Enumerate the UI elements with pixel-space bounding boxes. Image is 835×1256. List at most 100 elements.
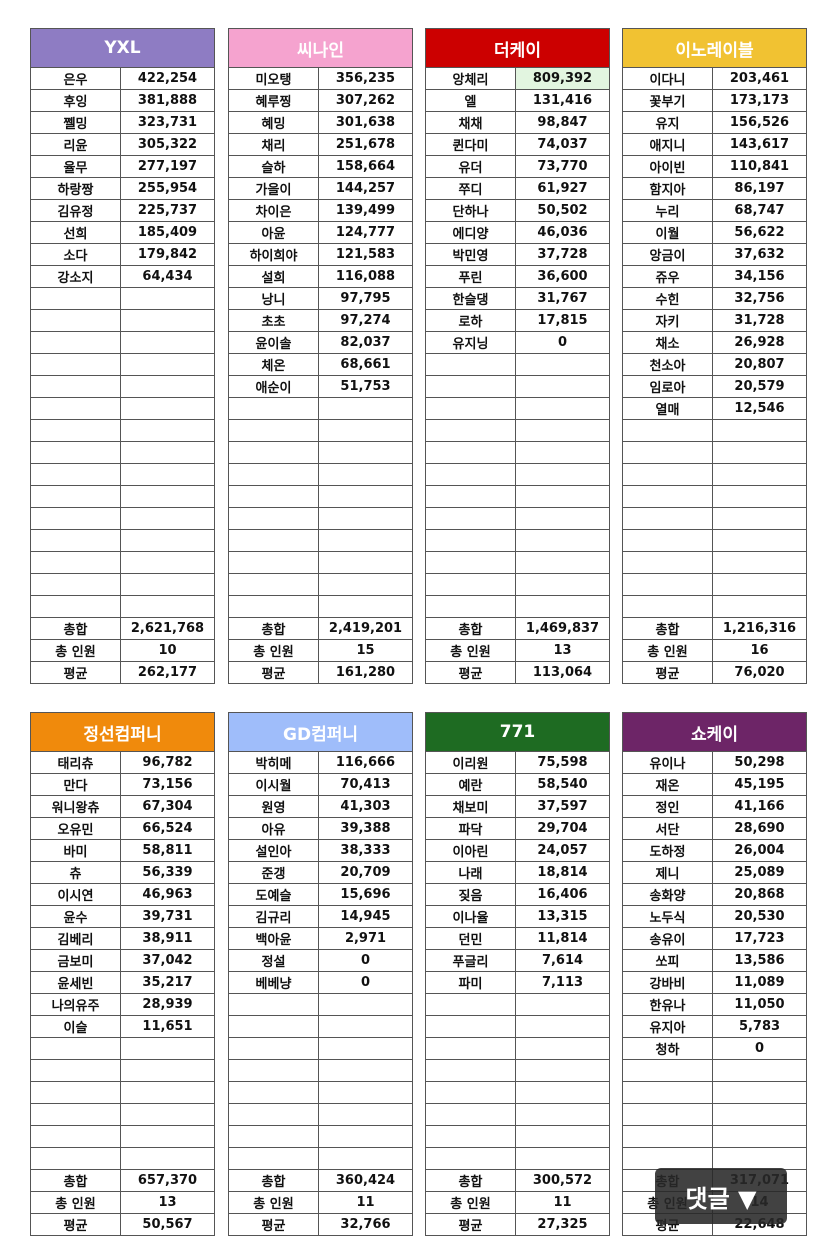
- member-value: 37,728: [514, 243, 611, 266]
- member-row: [622, 1059, 808, 1082]
- summary-row: 총 인원 13: [425, 639, 611, 662]
- empty-cell: [514, 551, 611, 574]
- empty-cell: [514, 529, 611, 552]
- member-row: 유지 156,526: [622, 111, 808, 134]
- summary-label: 총 인원: [425, 1191, 516, 1214]
- member-value: 185,409: [120, 221, 215, 244]
- member-name: 한유나: [622, 993, 713, 1016]
- member-value: 13,586: [711, 949, 808, 972]
- member-value: 356,235: [317, 67, 414, 90]
- member-value: 86,197: [711, 177, 808, 200]
- member-name: 차이은: [228, 199, 319, 222]
- member-row: 정설 0: [228, 949, 413, 972]
- empty-cell: [425, 551, 516, 574]
- member-row: [30, 1059, 216, 1082]
- member-name: 이슬: [30, 1015, 121, 1038]
- empty-cell: [514, 573, 611, 596]
- member-value: 422,254: [120, 67, 215, 90]
- member-name: 에디양: [425, 221, 516, 244]
- member-value: 38,911: [119, 927, 216, 950]
- member-value: 18,814: [515, 861, 610, 884]
- member-row: [425, 595, 611, 618]
- member-row: 애순이 51,753: [228, 375, 414, 398]
- member-value: 7,614: [515, 949, 610, 972]
- empty-cell: [425, 1037, 516, 1060]
- member-name: 채리: [228, 133, 319, 156]
- empty-cell: [30, 353, 121, 376]
- summary-row: 평균 27,325: [425, 1213, 610, 1236]
- member-name: 애지니: [622, 133, 713, 156]
- empty-cell: [120, 397, 215, 420]
- empty-cell: [425, 993, 516, 1016]
- member-name: 원영: [228, 795, 319, 818]
- member-name: 자키: [622, 309, 713, 332]
- member-name: 이다니: [622, 67, 713, 90]
- comment-button[interactable]: 댓글 ▼: [655, 1168, 787, 1224]
- member-value: 0: [318, 949, 413, 972]
- member-name: 파미: [425, 971, 516, 994]
- member-name: 파닥: [425, 817, 516, 840]
- empty-cell: [318, 1125, 413, 1148]
- member-name: 쭈디: [425, 177, 516, 200]
- empty-cell: [228, 1059, 319, 1082]
- empty-cell: [318, 1015, 413, 1038]
- member-name: 하랑짱: [30, 177, 121, 200]
- member-row: 윤수 39,731: [30, 905, 216, 928]
- summary-row: 총합 2,621,768: [30, 617, 215, 640]
- member-row: 이나율 13,315: [425, 905, 610, 928]
- member-value: 74,037: [514, 133, 611, 156]
- member-name: 김규리: [228, 905, 319, 928]
- summary-value: 76,020: [711, 661, 808, 684]
- member-value: 139,499: [317, 199, 414, 222]
- member-row: [425, 463, 611, 486]
- team-table: 더케이 앙체리 809,392 엘 131,416 채채 98,847 퀸다미 74,037 유더…: [424, 28, 611, 684]
- member-row: [30, 1037, 216, 1060]
- member-row: [30, 397, 215, 420]
- member-row: [425, 353, 611, 376]
- member-row: 푸글리 7,614: [425, 949, 610, 972]
- empty-cell: [622, 573, 713, 596]
- member-value: 97,795: [317, 287, 414, 310]
- empty-cell: [514, 441, 611, 464]
- member-value: 11,814: [515, 927, 610, 950]
- team-name: 쇼케이: [621, 712, 808, 752]
- empty-cell: [425, 375, 516, 398]
- member-row: 재온 45,195: [622, 773, 808, 796]
- member-name: 유더: [425, 155, 516, 178]
- member-row: [30, 353, 215, 376]
- member-value: 75,598: [515, 751, 610, 774]
- member-name: 윤세빈: [30, 971, 121, 994]
- member-row: [425, 419, 611, 442]
- member-row: [30, 1147, 216, 1170]
- member-value: 73,770: [514, 155, 611, 178]
- member-name: 혜밍: [228, 111, 319, 134]
- member-row: [228, 463, 414, 486]
- member-row: [425, 529, 611, 552]
- summary-value: 16: [711, 639, 808, 662]
- member-row: 혜루찡 307,262: [228, 89, 414, 112]
- member-value: 70,413: [318, 773, 413, 796]
- summary-label: 총합: [622, 617, 713, 640]
- member-name: 소다: [30, 243, 121, 266]
- member-name: 태리츄: [30, 751, 121, 774]
- member-row: [30, 573, 215, 596]
- member-row: 엘 131,416: [425, 89, 611, 112]
- empty-cell: [120, 353, 215, 376]
- member-value: 45,195: [711, 773, 808, 796]
- empty-cell: [30, 1037, 121, 1060]
- empty-cell: [515, 1059, 610, 1082]
- member-row: [425, 375, 611, 398]
- member-row: 예란 58,540: [425, 773, 610, 796]
- empty-cell: [228, 419, 319, 442]
- empty-cell: [425, 507, 516, 530]
- member-row: 리윤 305,322: [30, 133, 215, 156]
- member-row: [622, 1125, 808, 1148]
- header-row: 771: [425, 712, 610, 752]
- member-name: 청하: [622, 1037, 713, 1060]
- empty-cell: [622, 551, 713, 574]
- empty-cell: [228, 595, 319, 618]
- empty-cell: [228, 507, 319, 530]
- member-row: 김베리 38,911: [30, 927, 216, 950]
- member-value: 13,315: [515, 905, 610, 928]
- member-name: 송화양: [622, 883, 713, 906]
